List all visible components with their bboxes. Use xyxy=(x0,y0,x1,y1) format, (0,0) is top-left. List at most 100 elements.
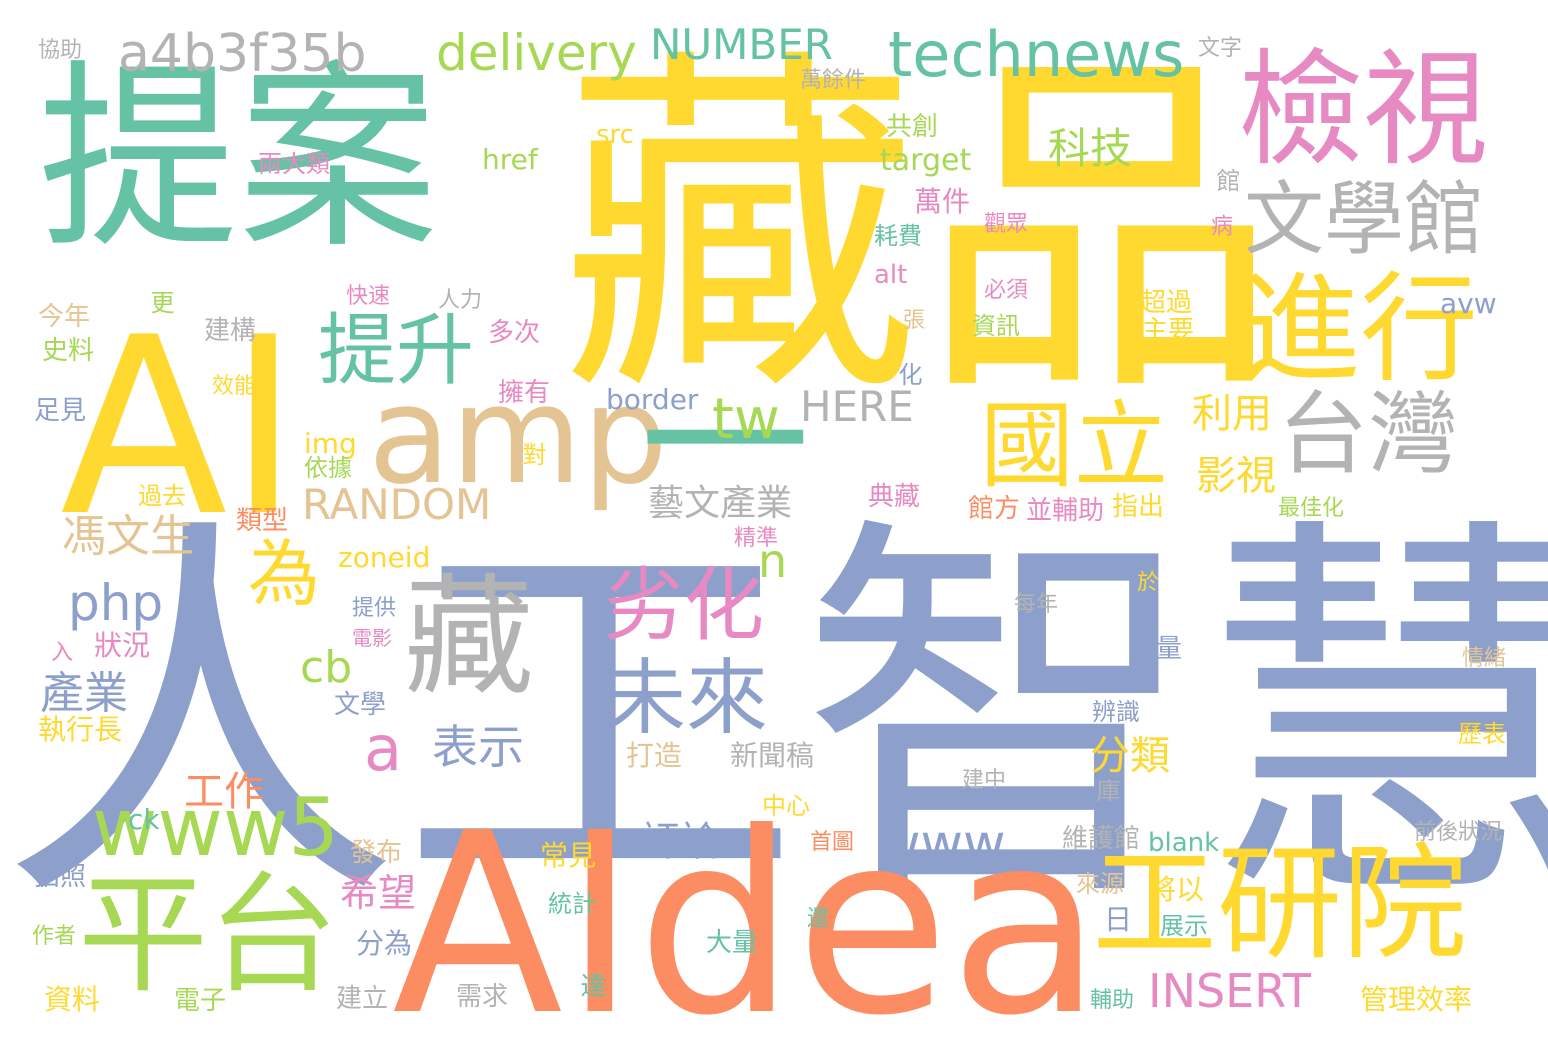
word-74: 建構 xyxy=(204,316,257,346)
word-40: 影視 xyxy=(1196,453,1276,499)
word-72: 人力 xyxy=(438,288,483,313)
word-99: 狀況 xyxy=(94,629,151,662)
word-48: 展示 xyxy=(1160,912,1208,940)
word-118: 來源 xyxy=(1076,870,1124,898)
word-116: 常見 xyxy=(540,839,597,872)
word-105: 打造 xyxy=(626,739,683,772)
word-119: 統計 xyxy=(548,890,596,918)
word-4: AIdea xyxy=(392,779,1103,1052)
word-81: 足見 xyxy=(34,396,87,426)
word-126: 建立 xyxy=(336,984,389,1014)
word-58: 萬件 xyxy=(914,185,971,218)
word-41: 分類 xyxy=(1090,733,1170,779)
word-124: 資料 xyxy=(44,983,101,1016)
word-97: 電影 xyxy=(352,626,392,650)
word-128: 達 xyxy=(576,972,606,998)
word-95: 提供 xyxy=(352,596,397,621)
word-7: amp xyxy=(368,357,668,514)
word-79: 擁有 xyxy=(498,378,551,408)
word-9: 平台 xyxy=(78,859,339,1011)
word-60: 耗費 xyxy=(874,222,922,250)
word-73: 張 xyxy=(899,308,924,330)
word-37: www xyxy=(878,814,1006,874)
word-35: 表示 xyxy=(432,720,524,774)
word-19: NUMBER xyxy=(650,20,833,69)
word-109: 中心 xyxy=(762,792,810,820)
word-67: 主要 xyxy=(1142,316,1195,346)
word-32: 產業 xyxy=(40,668,128,719)
word-16: technews xyxy=(888,18,1185,91)
word-3: 提案 xyxy=(38,43,439,276)
word-104: 執行長 xyxy=(38,713,123,746)
word-101: 情緒 xyxy=(1462,646,1507,671)
word-90: 指出 xyxy=(1112,492,1165,522)
word-14: 台灣 xyxy=(1278,382,1458,487)
word-75: 多次 xyxy=(488,318,541,348)
word-17: a4b3f35b xyxy=(118,24,367,84)
word-117: 拍照 xyxy=(34,862,87,892)
word-77: 化 xyxy=(894,362,922,386)
word-45: ck xyxy=(128,803,160,836)
word-80: border xyxy=(606,383,699,416)
word-28: RANDOM xyxy=(302,480,492,529)
word-53: src xyxy=(596,120,634,150)
word-87: 類型 xyxy=(236,506,289,536)
word-49: 管理效率 xyxy=(1360,983,1473,1016)
word-83: 對 xyxy=(518,442,546,466)
word-21: 為 xyxy=(248,532,321,616)
word-76: 史料 xyxy=(42,336,95,366)
word-52: 萬餘件 xyxy=(800,68,867,93)
word-64: 必須 xyxy=(984,278,1029,303)
word-11: 進行 xyxy=(1242,260,1479,398)
word-100: 巨量 xyxy=(1130,634,1183,664)
word-78: 效能 xyxy=(212,374,257,399)
word-47: 將以 xyxy=(1148,873,1205,906)
word-102: 文學 xyxy=(334,690,387,720)
word-92: 精準 xyxy=(734,526,779,551)
word-43: 評論 xyxy=(640,819,720,865)
word-69: 今年 xyxy=(38,302,91,332)
word-120: 作者 xyxy=(32,924,77,949)
word-103: 辨識 xyxy=(1092,698,1140,726)
word-2: 藏品 xyxy=(560,20,1280,439)
word-57: target xyxy=(880,143,972,178)
word-96: 每年 xyxy=(1014,592,1059,617)
word-22: 劣化 xyxy=(604,559,764,652)
word-34: a xyxy=(364,712,402,785)
word-113: blank xyxy=(1148,828,1220,858)
word-63: alt xyxy=(874,260,908,290)
word-30: php xyxy=(68,574,164,632)
word-70: 更 xyxy=(146,290,174,314)
word-42: 工作 xyxy=(184,769,264,815)
word-106: 新聞稿 xyxy=(730,739,815,772)
word-61: 觀眾 xyxy=(984,212,1029,237)
word-33: cb xyxy=(300,642,353,693)
word-10: 工研院 xyxy=(1092,832,1467,977)
word-89: 並輔助 xyxy=(1026,496,1105,526)
word-25: 科技 xyxy=(1048,124,1133,173)
word-23: 未來 xyxy=(604,651,769,746)
word-38: INSERT xyxy=(1148,964,1311,1018)
word-88: 館方 xyxy=(968,494,1021,524)
word-122: 大量 xyxy=(706,928,759,958)
word-91: 最佳化 xyxy=(1278,496,1345,521)
word-56: href xyxy=(482,143,538,176)
word-27: HERE xyxy=(800,382,914,431)
word-112: 維護館 xyxy=(1062,824,1141,854)
word-8: 藏 xyxy=(404,561,535,713)
word-12: 一 xyxy=(640,346,811,544)
word-44: 希望 xyxy=(340,871,417,915)
word-6: 檢視 xyxy=(1238,38,1488,183)
word-39: 利用 xyxy=(1192,391,1272,437)
word-24: www5 xyxy=(92,781,340,874)
word-114: 前後狀況 xyxy=(1414,820,1503,845)
word-36: n xyxy=(758,534,788,588)
word-121: 分為 xyxy=(356,927,413,960)
word-51: 文字 xyxy=(1198,36,1243,61)
word-129: 輔助 xyxy=(1090,988,1135,1013)
word-98: 入 xyxy=(47,640,72,662)
word-123: 還 xyxy=(803,906,828,928)
word-107: 歷表 xyxy=(1458,720,1506,748)
word-84: 依據 xyxy=(304,454,352,482)
